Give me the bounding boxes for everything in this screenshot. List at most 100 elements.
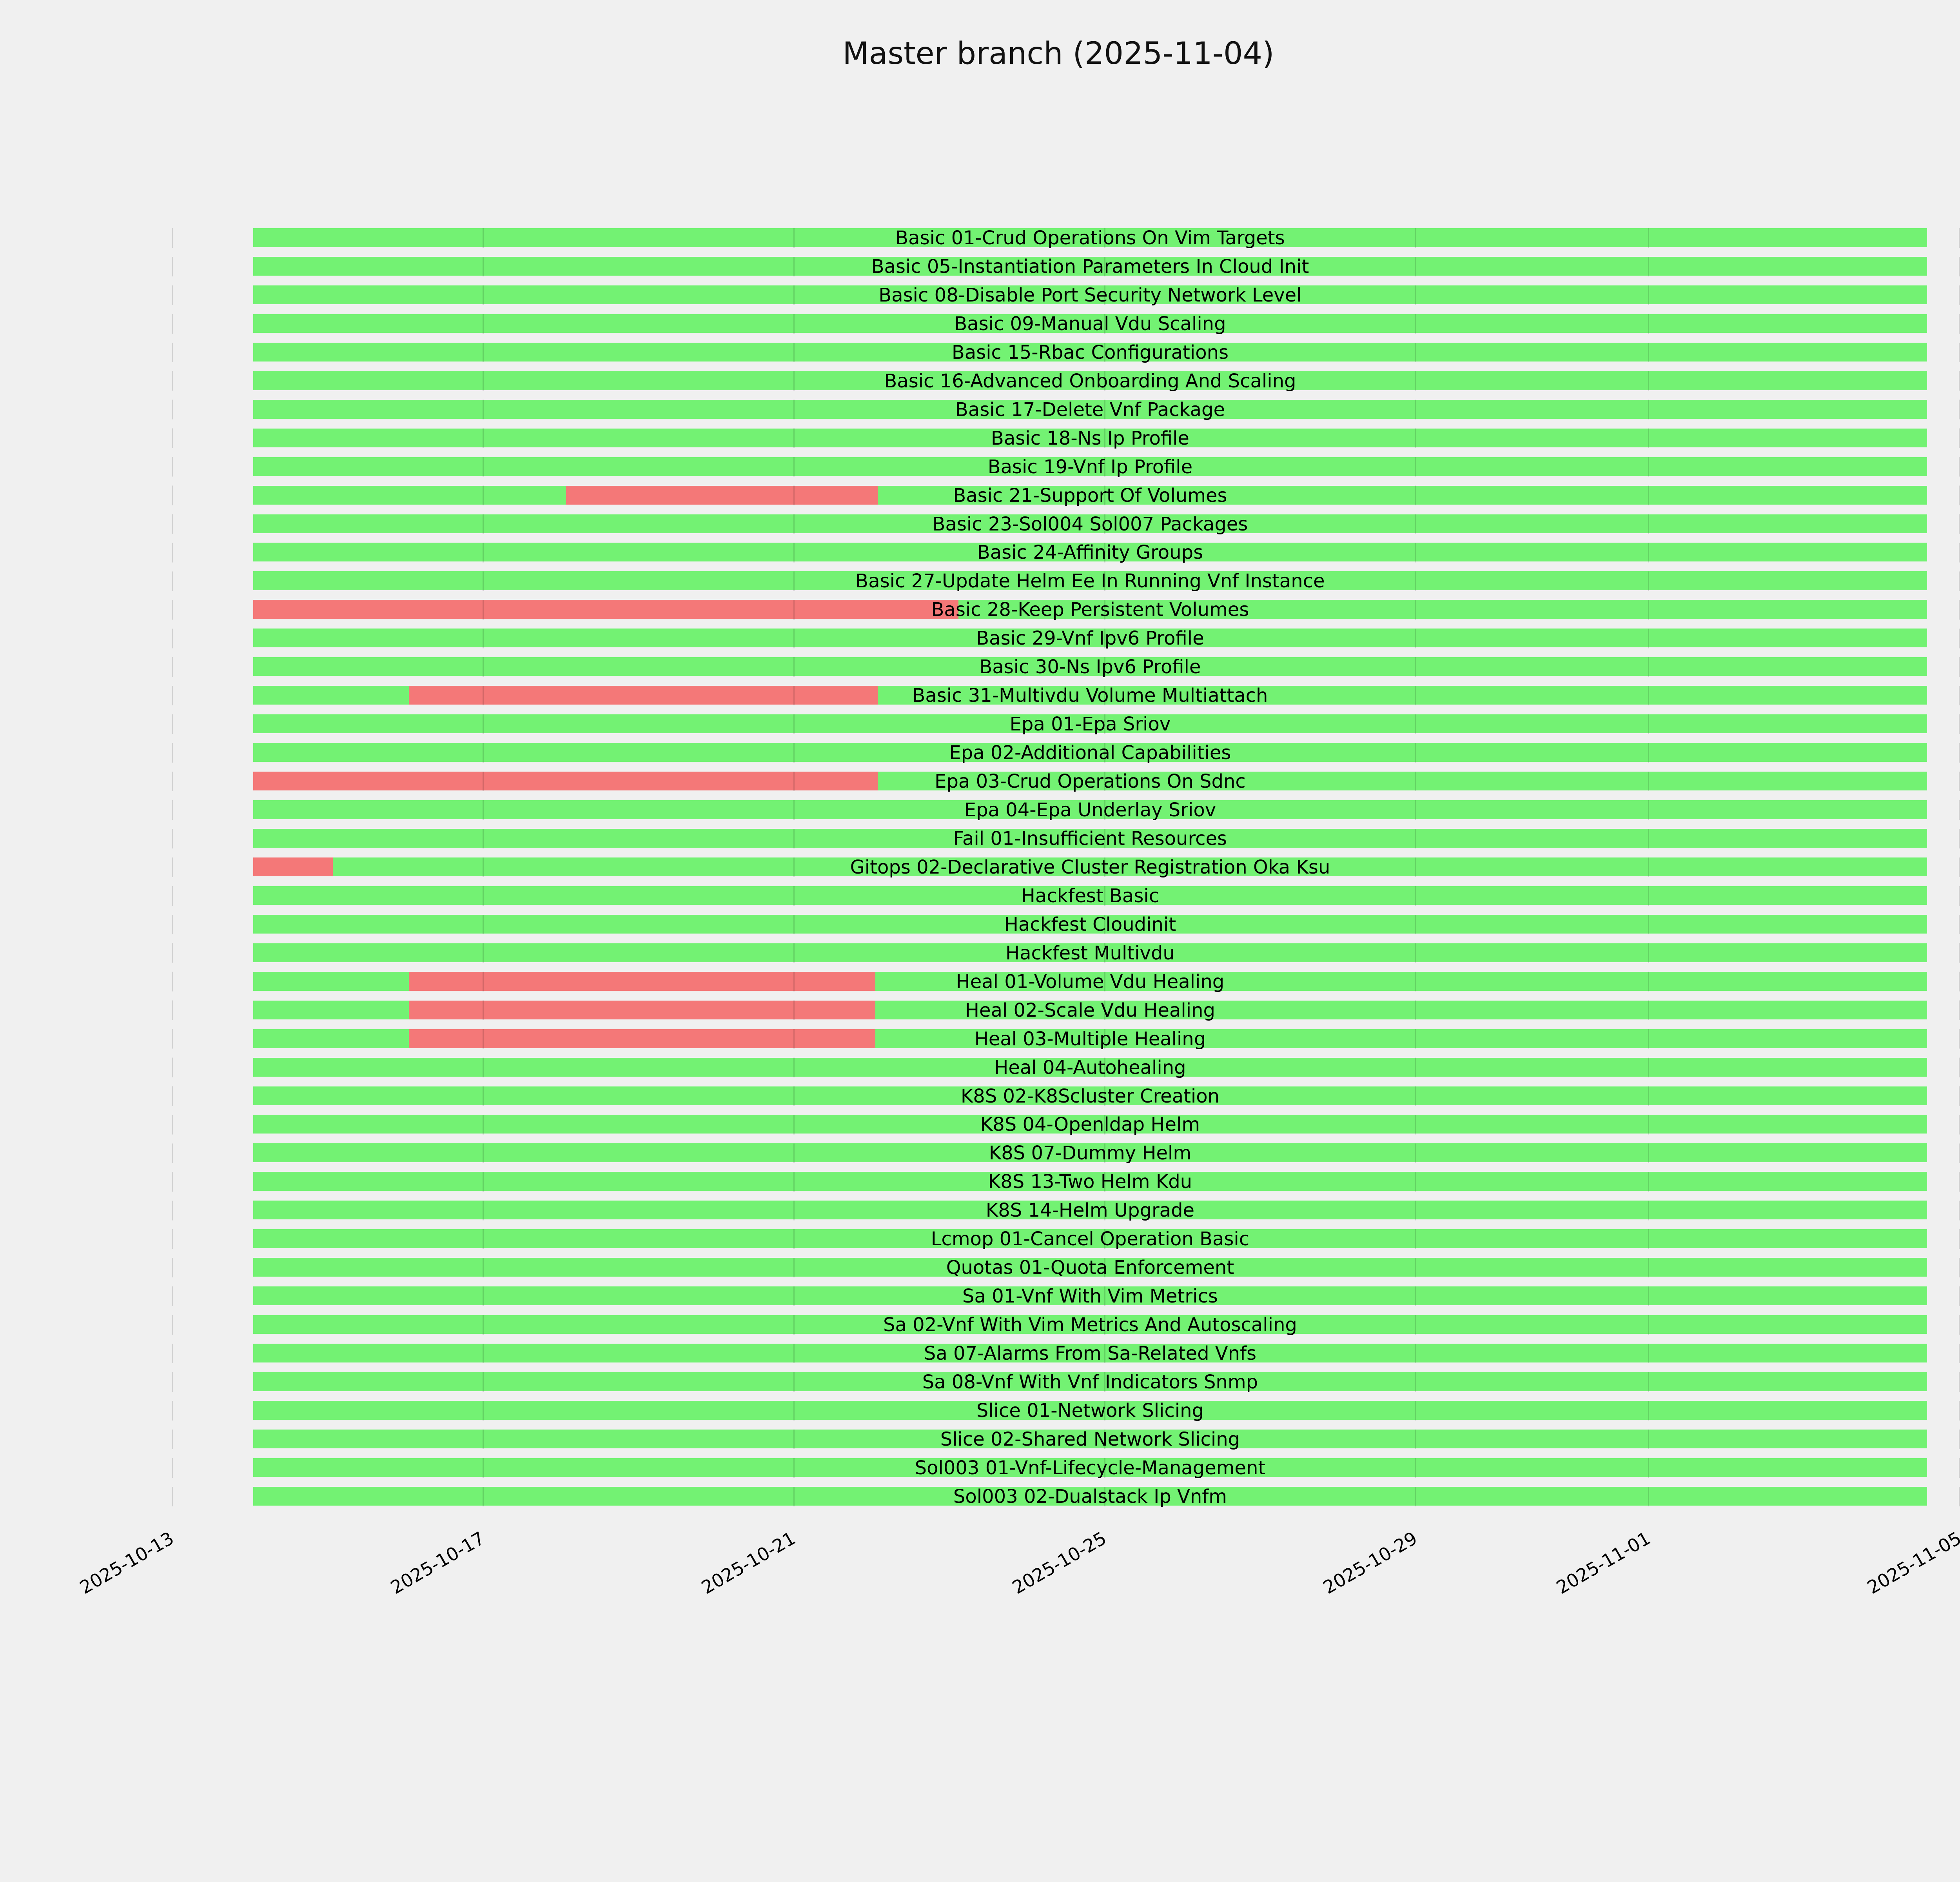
x-tick-label: 2025-10-29	[1319, 1527, 1421, 1599]
task-bar	[253, 342, 1927, 362]
task-bar	[253, 714, 1927, 734]
task-label: Slice 02-Shared Network Slicing	[940, 1428, 1240, 1450]
task-label: Epa 02-Additional Capabilities	[949, 742, 1231, 764]
task-bar	[253, 657, 1927, 676]
task-bar	[253, 1201, 1927, 1220]
task-bar	[253, 428, 1927, 447]
task-bar	[253, 485, 1927, 505]
task-label: Basic 24-Affinity Groups	[977, 541, 1203, 564]
task-label: Basic 05-Instantiation Parameters In Clo…	[871, 255, 1309, 278]
task-label: Basic 21-Support Of Volumes	[953, 484, 1227, 507]
task-fail-segment	[408, 686, 878, 705]
task-label: Sa 08-Vnf With Vnf Indicators Snmp	[922, 1371, 1258, 1393]
task-fail-segment	[253, 857, 333, 876]
task-bar	[253, 228, 1927, 247]
task-label: K8S 07-Dummy Helm	[989, 1142, 1192, 1164]
gridline	[793, 228, 795, 1513]
task-bar	[253, 1315, 1927, 1334]
x-tick-label: 2025-10-17	[387, 1527, 488, 1599]
task-fail-segment	[566, 485, 878, 505]
task-bar	[253, 1086, 1927, 1105]
task-label: Quotas 01-Quota Enforcement	[946, 1257, 1234, 1279]
task-fail-segment	[253, 772, 878, 791]
task-label: Lcmop 01-Cancel Operation Basic	[931, 1228, 1250, 1250]
task-label: Hackfest Cloudinit	[1004, 913, 1176, 936]
x-tick-label: 2025-11-01	[1552, 1527, 1654, 1599]
task-bar	[253, 1486, 1927, 1506]
task-bar	[253, 1372, 1927, 1391]
task-label: Epa 03-Crud Operations On Sdnc	[935, 770, 1246, 793]
task-label: Basic 19-Vnf Ip Profile	[987, 456, 1193, 478]
task-label: Epa 04-Epa Underlay Sriov	[964, 799, 1216, 821]
task-label: Gitops 02-Declarative Cluster Registrati…	[850, 856, 1330, 878]
task-label: Basic 27-Update Helm Ee In Running Vnf I…	[855, 570, 1325, 592]
task-bar	[253, 629, 1927, 648]
gridline	[1415, 228, 1416, 1513]
gridline	[1104, 228, 1105, 1513]
task-bar	[253, 886, 1927, 905]
task-bar	[253, 1172, 1927, 1191]
task-label: Basic 15-Rbac Configurations	[951, 341, 1229, 363]
task-bar	[253, 400, 1927, 419]
task-bar	[253, 571, 1927, 590]
task-label: Basic 31-Multivdu Volume Multiattach	[912, 685, 1268, 707]
task-label: K8S 04-Openldap Helm	[980, 1114, 1200, 1136]
task-label: Fail 01-Insufficient Resources	[953, 827, 1227, 850]
task-bar	[253, 514, 1927, 533]
task-bar	[253, 1344, 1927, 1363]
task-label: Basic 30-Ns Ipv6 Profile	[979, 656, 1201, 678]
task-label: Hackfest Multivdu	[1005, 942, 1175, 964]
task-label: Hackfest Basic	[1021, 885, 1160, 907]
x-tick-label: 2025-11-05	[1863, 1527, 1960, 1599]
task-label: Basic 16-Advanced Onboarding And Scaling	[884, 370, 1296, 392]
task-label: K8S 13-Two Helm Kdu	[988, 1171, 1192, 1193]
task-label: Basic 01-Crud Operations On Vim Targets	[895, 227, 1285, 249]
task-label: Sa 07-Alarms From Sa-Related Vnfs	[924, 1342, 1256, 1365]
task-label: Basic 09-Manual Vdu Scaling	[954, 312, 1226, 335]
task-label: K8S 14-Helm Upgrade	[985, 1199, 1195, 1222]
task-bar	[253, 800, 1927, 819]
task-bar	[253, 743, 1927, 762]
task-label: Slice 01-Network Slicing	[976, 1399, 1204, 1422]
task-bar	[253, 1143, 1927, 1163]
task-bar	[253, 914, 1927, 934]
task-bar	[253, 371, 1927, 390]
task-bar	[253, 1229, 1927, 1248]
task-bar	[253, 1429, 1927, 1448]
chart-title: Master branch (2025-11-04)	[842, 36, 1274, 71]
task-label: Heal 03-Multiple Healing	[974, 1028, 1206, 1050]
x-tick-label: 2025-10-25	[1009, 1527, 1110, 1599]
task-fail-segment	[408, 972, 876, 991]
task-bar	[253, 943, 1927, 962]
task-bar	[253, 1258, 1927, 1277]
task-label: Basic 29-Vnf Ipv6 Profile	[976, 627, 1204, 650]
gridline	[482, 228, 484, 1513]
task-fail-segment	[408, 1000, 876, 1019]
gridline	[1648, 228, 1650, 1513]
task-bar	[253, 285, 1927, 304]
task-label: Basic 28-Keep Persistent Volumes	[931, 599, 1249, 621]
x-tick-label: 2025-10-21	[698, 1527, 799, 1599]
task-label: Heal 02-Scale Vdu Healing	[965, 999, 1215, 1021]
task-label: Sol003 02-Dualstack Ip Vnfm	[953, 1485, 1227, 1508]
task-label: Heal 04-Autohealing	[994, 1056, 1186, 1079]
task-bar	[253, 1286, 1927, 1306]
task-fail-segment	[253, 600, 959, 619]
task-bar	[253, 1458, 1927, 1477]
task-label: Heal 01-Volume Vdu Healing	[956, 970, 1225, 993]
task-bar	[253, 857, 1927, 876]
task-label: Sa 02-Vnf With Vim Metrics And Autoscali…	[883, 1314, 1297, 1336]
task-label: Sa 01-Vnf With Vim Metrics	[962, 1285, 1218, 1308]
task-label: Basic 08-Disable Port Security Network L…	[878, 284, 1302, 306]
x-tick-label: 2025-10-13	[76, 1527, 178, 1599]
task-label: Epa 01-Epa Sriov	[1009, 713, 1171, 736]
task-bar	[253, 314, 1927, 333]
task-label: Basic 17-Delete Vnf Package	[955, 398, 1225, 421]
task-label: K8S 02-K8Scluster Creation	[960, 1085, 1220, 1107]
task-fail-segment	[408, 1029, 876, 1048]
task-bar	[253, 1057, 1927, 1077]
task-bar	[253, 543, 1927, 562]
task-label: Basic 23-Sol004 Sol007 Packages	[932, 513, 1248, 535]
